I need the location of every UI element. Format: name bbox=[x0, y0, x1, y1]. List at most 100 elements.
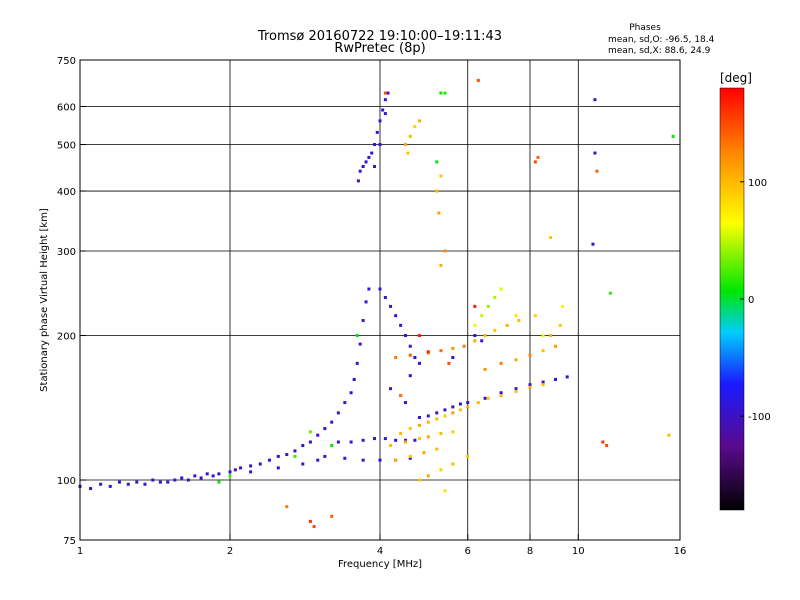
data-point bbox=[143, 482, 147, 486]
data-point bbox=[499, 287, 503, 291]
data-point bbox=[389, 304, 393, 308]
data-point bbox=[413, 355, 417, 359]
data-point bbox=[417, 334, 421, 338]
data-point bbox=[364, 300, 368, 304]
data-point bbox=[249, 464, 253, 468]
data-point bbox=[451, 355, 455, 359]
data-point bbox=[517, 318, 521, 322]
data-point bbox=[443, 408, 447, 412]
data-point bbox=[355, 334, 359, 338]
data-point bbox=[528, 353, 532, 357]
data-point bbox=[358, 169, 362, 173]
data-point bbox=[439, 432, 443, 436]
y-tick-label: 500 bbox=[57, 141, 76, 152]
data-point bbox=[417, 119, 421, 123]
data-point bbox=[349, 440, 353, 444]
y-tick-label: 400 bbox=[57, 187, 76, 198]
data-point bbox=[361, 458, 365, 462]
data-point bbox=[435, 160, 439, 164]
data-point bbox=[301, 444, 305, 448]
data-point bbox=[439, 263, 443, 267]
data-point bbox=[308, 519, 312, 523]
data-point bbox=[435, 411, 439, 415]
data-point bbox=[439, 349, 443, 353]
colorbar-tick-label: -100 bbox=[748, 412, 771, 423]
data-point bbox=[417, 361, 421, 365]
data-point bbox=[239, 466, 243, 470]
x-tick-label: 4 bbox=[377, 546, 383, 557]
data-point bbox=[451, 405, 455, 409]
data-point bbox=[593, 151, 597, 155]
data-point bbox=[601, 440, 605, 444]
data-point bbox=[276, 466, 280, 470]
data-point bbox=[378, 287, 382, 291]
data-point bbox=[486, 304, 490, 308]
data-point bbox=[514, 387, 518, 391]
colorbar-tick-label: 100 bbox=[748, 178, 767, 189]
data-point bbox=[180, 476, 184, 480]
data-point bbox=[378, 119, 382, 123]
grid-lines bbox=[80, 60, 680, 540]
data-point bbox=[533, 160, 537, 164]
data-point bbox=[443, 91, 447, 95]
data-point bbox=[228, 474, 232, 478]
data-point bbox=[389, 444, 393, 448]
data-point bbox=[549, 334, 553, 338]
data-points bbox=[78, 78, 675, 529]
data-point bbox=[356, 179, 360, 183]
data-point bbox=[352, 377, 356, 381]
data-point bbox=[499, 361, 503, 365]
data-point bbox=[473, 304, 477, 308]
data-point bbox=[443, 489, 447, 493]
data-point bbox=[435, 447, 439, 451]
data-point bbox=[308, 440, 312, 444]
data-point bbox=[447, 361, 451, 365]
data-point bbox=[514, 314, 518, 318]
data-point bbox=[166, 480, 170, 484]
data-point bbox=[408, 344, 412, 348]
data-point bbox=[186, 478, 190, 482]
y-axis-label: Stationary phase Virtual Height [km] bbox=[39, 208, 50, 392]
data-point bbox=[458, 408, 462, 412]
data-point bbox=[336, 411, 340, 415]
data-point bbox=[528, 385, 532, 389]
data-point bbox=[422, 451, 426, 455]
data-point bbox=[476, 401, 480, 405]
data-point bbox=[514, 389, 518, 393]
data-point bbox=[383, 112, 387, 116]
data-point bbox=[451, 462, 455, 466]
data-point bbox=[173, 478, 177, 482]
data-point bbox=[312, 525, 316, 529]
data-point bbox=[408, 456, 412, 460]
data-point bbox=[108, 484, 112, 488]
data-point bbox=[403, 440, 407, 444]
y-tick-label: 75 bbox=[63, 536, 76, 547]
data-point bbox=[378, 143, 382, 147]
data-point bbox=[439, 91, 443, 95]
data-point bbox=[462, 344, 466, 348]
data-point bbox=[667, 433, 671, 437]
y-tick-label: 300 bbox=[57, 247, 76, 258]
x-tick-label: 6 bbox=[465, 546, 471, 557]
data-point bbox=[285, 505, 289, 509]
data-point bbox=[483, 367, 487, 371]
data-point bbox=[417, 437, 421, 441]
data-point bbox=[258, 462, 262, 466]
data-point bbox=[330, 514, 334, 518]
data-point bbox=[408, 427, 412, 431]
data-point bbox=[499, 394, 503, 398]
data-point bbox=[605, 444, 609, 448]
data-point bbox=[408, 134, 412, 138]
data-point bbox=[558, 323, 562, 327]
data-point bbox=[426, 350, 430, 354]
data-point bbox=[473, 334, 477, 338]
colorbar-ticks: 100 0 -100 bbox=[740, 178, 771, 423]
data-point bbox=[205, 472, 209, 476]
data-point bbox=[435, 189, 439, 193]
data-point bbox=[553, 377, 557, 381]
data-point bbox=[343, 456, 347, 460]
data-point bbox=[408, 374, 412, 378]
data-point bbox=[336, 440, 340, 444]
data-point bbox=[451, 346, 455, 350]
data-point bbox=[483, 396, 487, 400]
